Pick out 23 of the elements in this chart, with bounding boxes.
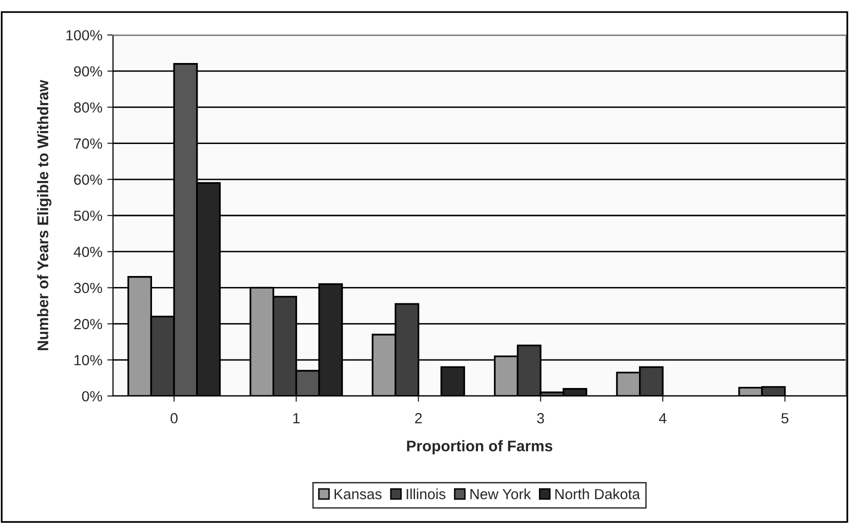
y-tick-label: 0% <box>82 391 102 402</box>
legend-label: North Dakota <box>555 488 640 500</box>
y-axis-title: Number of Years Eligible to Withdraw <box>37 80 52 350</box>
y-tick-label: 30% <box>74 282 102 294</box>
x-tick-label: 1 <box>293 413 300 424</box>
legend-label: Kansas <box>334 489 382 500</box>
y-tick-label: 70% <box>74 138 102 149</box>
y-tick-label: 10% <box>74 355 102 366</box>
y-tick-label: 40% <box>74 246 102 258</box>
x-tick-label: 2 <box>415 413 422 424</box>
y-tick-label: 100% <box>66 30 102 40</box>
y-tick-label: 90% <box>74 66 102 77</box>
legend-label: New York <box>470 488 531 500</box>
x-tick-label: 3 <box>537 413 544 424</box>
legend-label: Illinois <box>406 488 446 500</box>
x-tick-label: 4 <box>659 413 666 424</box>
x-axis-title: Proportion of Farms <box>407 440 552 454</box>
y-tick-label: 20% <box>74 318 102 330</box>
x-tick-label: 5 <box>781 413 788 424</box>
y-tick-label: 60% <box>74 174 102 185</box>
x-tick-label: 0 <box>170 413 178 424</box>
y-tick-label: 80% <box>74 102 102 113</box>
y-tick-label: 50% <box>74 210 102 221</box>
